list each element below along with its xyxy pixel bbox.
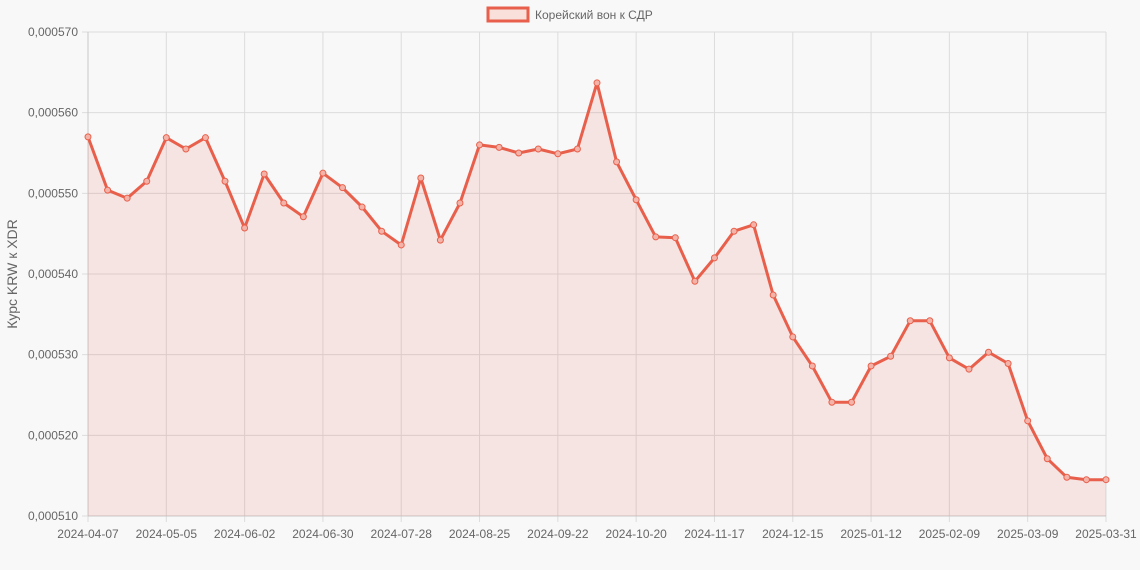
data-point[interactable] (926, 317, 934, 325)
data-point[interactable] (828, 398, 836, 406)
x-tick-label: 2025-03-31 (1075, 527, 1137, 541)
x-axis-ticks: 2024-04-07 2024-05-05 2024-06-02 2024-06-30… (57, 527, 1137, 541)
y-tick-label: 0,000550 (28, 186, 78, 200)
x-tick-label: 2024-11-17 (684, 527, 745, 541)
data-point[interactable] (495, 143, 503, 151)
area-fill (88, 82, 1106, 517)
data-point[interactable] (887, 352, 895, 360)
legend-label: Корейский вон к СДР (535, 8, 653, 22)
data-point[interactable] (1063, 473, 1071, 481)
y-tick-label: 0,000520 (28, 428, 78, 442)
data-point[interactable] (104, 186, 112, 194)
data-point[interactable] (123, 194, 131, 202)
grid-lines (82, 31, 1107, 522)
data-point[interactable] (299, 213, 307, 221)
x-tick-label: 2024-07-28 (371, 527, 433, 541)
x-tick-label: 2024-09-22 (527, 527, 589, 541)
data-point[interactable] (182, 145, 190, 153)
data-point[interactable] (534, 145, 542, 153)
legend[interactable]: Корейский вон к СДР (486, 6, 653, 23)
legend-swatch (486, 6, 530, 23)
data-point[interactable] (339, 184, 346, 192)
data-point[interactable] (573, 145, 581, 153)
x-tick-label: 2025-03-09 (997, 527, 1059, 541)
x-tick-label: 2025-01-12 (840, 527, 902, 541)
x-tick-label: 2024-06-02 (214, 527, 276, 541)
data-point[interactable] (280, 199, 288, 207)
y-tick-label: 0,000570 (28, 25, 78, 39)
data-point[interactable] (201, 134, 209, 142)
y-tick-label: 0,000530 (28, 348, 78, 362)
data-point[interactable] (1082, 476, 1090, 484)
data-point[interactable] (319, 169, 327, 177)
data-point[interactable] (260, 170, 268, 178)
data-point[interactable] (965, 365, 973, 373)
data-point[interactable] (1102, 476, 1110, 484)
data-point[interactable] (84, 133, 92, 141)
data-point[interactable] (671, 234, 679, 242)
y-tick-label: 0,000560 (28, 106, 78, 120)
x-tick-label: 2024-04-07 (57, 527, 119, 541)
data-point[interactable] (769, 291, 777, 299)
data-point[interactable] (417, 174, 425, 182)
data-points (84, 79, 1110, 484)
y-axis-ticks: 0,000570 0,000560 0,000550 0,000540 0,000530… (28, 25, 78, 523)
data-point[interactable] (436, 236, 444, 244)
data-point[interactable] (593, 79, 601, 87)
data-point[interactable] (945, 354, 953, 362)
x-tick-label: 2024-10-20 (605, 527, 667, 541)
data-point[interactable] (632, 196, 640, 204)
x-tick-label: 2024-05-05 (136, 527, 198, 541)
data-point[interactable] (221, 177, 229, 185)
data-point[interactable] (985, 348, 993, 356)
y-tick-label: 0,000540 (28, 267, 78, 281)
data-point[interactable] (1024, 417, 1032, 425)
x-tick-label: 2024-08-25 (449, 527, 511, 541)
data-point[interactable] (730, 227, 738, 235)
data-point[interactable] (378, 227, 386, 235)
data-point[interactable] (808, 362, 816, 370)
data-point[interactable] (652, 233, 660, 241)
y-axis-label: Курс KRW к XDR (4, 219, 20, 329)
data-point[interactable] (613, 158, 621, 166)
data-point[interactable] (710, 254, 718, 262)
x-tick-label: 2025-02-09 (919, 527, 981, 541)
data-point[interactable] (397, 241, 405, 249)
y-tick-label: 0,000510 (28, 509, 78, 523)
data-point[interactable] (691, 277, 699, 285)
data-point[interactable] (554, 150, 562, 158)
x-tick-label: 2024-06-30 (292, 527, 354, 541)
data-point[interactable] (476, 141, 484, 149)
data-point[interactable] (358, 203, 366, 211)
data-point[interactable] (162, 134, 170, 142)
data-point[interactable] (750, 221, 758, 229)
data-point[interactable] (515, 149, 523, 157)
data-point[interactable] (1004, 360, 1012, 368)
data-point[interactable] (867, 362, 875, 370)
data-point[interactable] (789, 333, 797, 341)
data-point[interactable] (848, 398, 855, 406)
data-point[interactable] (906, 317, 914, 325)
data-point[interactable] (1043, 455, 1051, 463)
x-tick-label: 2024-12-15 (762, 527, 824, 541)
data-point[interactable] (143, 177, 151, 185)
data-point[interactable] (241, 224, 249, 232)
data-point[interactable] (456, 199, 464, 207)
